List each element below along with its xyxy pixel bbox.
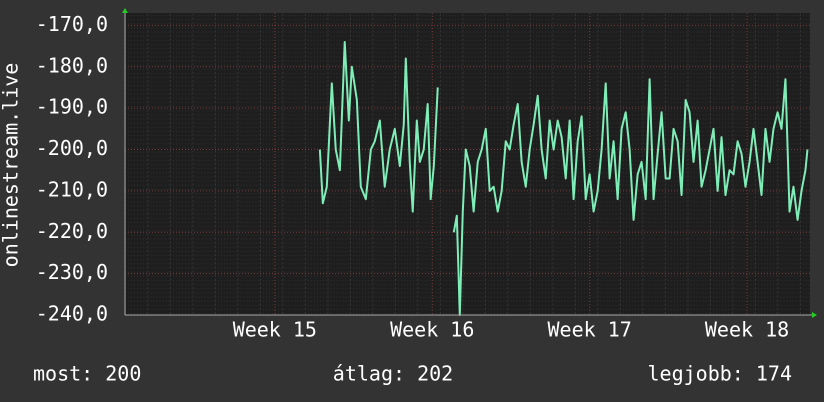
- x-tick-label: Week 18: [705, 318, 789, 342]
- stat-average: átlag: 202: [333, 362, 453, 386]
- minor-grid: [125, 13, 810, 315]
- x-arrow: [812, 312, 817, 318]
- y-axis-label: onlinestream.live: [0, 63, 23, 268]
- plot: [318, 40, 809, 316]
- y-arrow: [122, 8, 128, 13]
- x-tick-label: Week 15: [233, 318, 317, 342]
- stat-current: most: 200: [33, 362, 141, 386]
- y-tick-label: -220,0: [36, 219, 108, 243]
- stat-best: legjobb: 174: [648, 362, 793, 386]
- y-tick-label: -210,0: [36, 177, 108, 201]
- y-tick-label: -240,0: [36, 302, 108, 326]
- y-tick-label: -200,0: [36, 136, 108, 160]
- data-line: [318, 40, 439, 213]
- y-tick-label: -190,0: [36, 95, 108, 119]
- y-tick-label: -180,0: [36, 53, 108, 77]
- data-line: [452, 78, 809, 316]
- x-tick-label: Week 16: [390, 318, 474, 342]
- y-tick-label: -170,0: [36, 12, 108, 36]
- y-tick-label: -230,0: [36, 260, 108, 284]
- x-tick-label: Week 17: [547, 318, 631, 342]
